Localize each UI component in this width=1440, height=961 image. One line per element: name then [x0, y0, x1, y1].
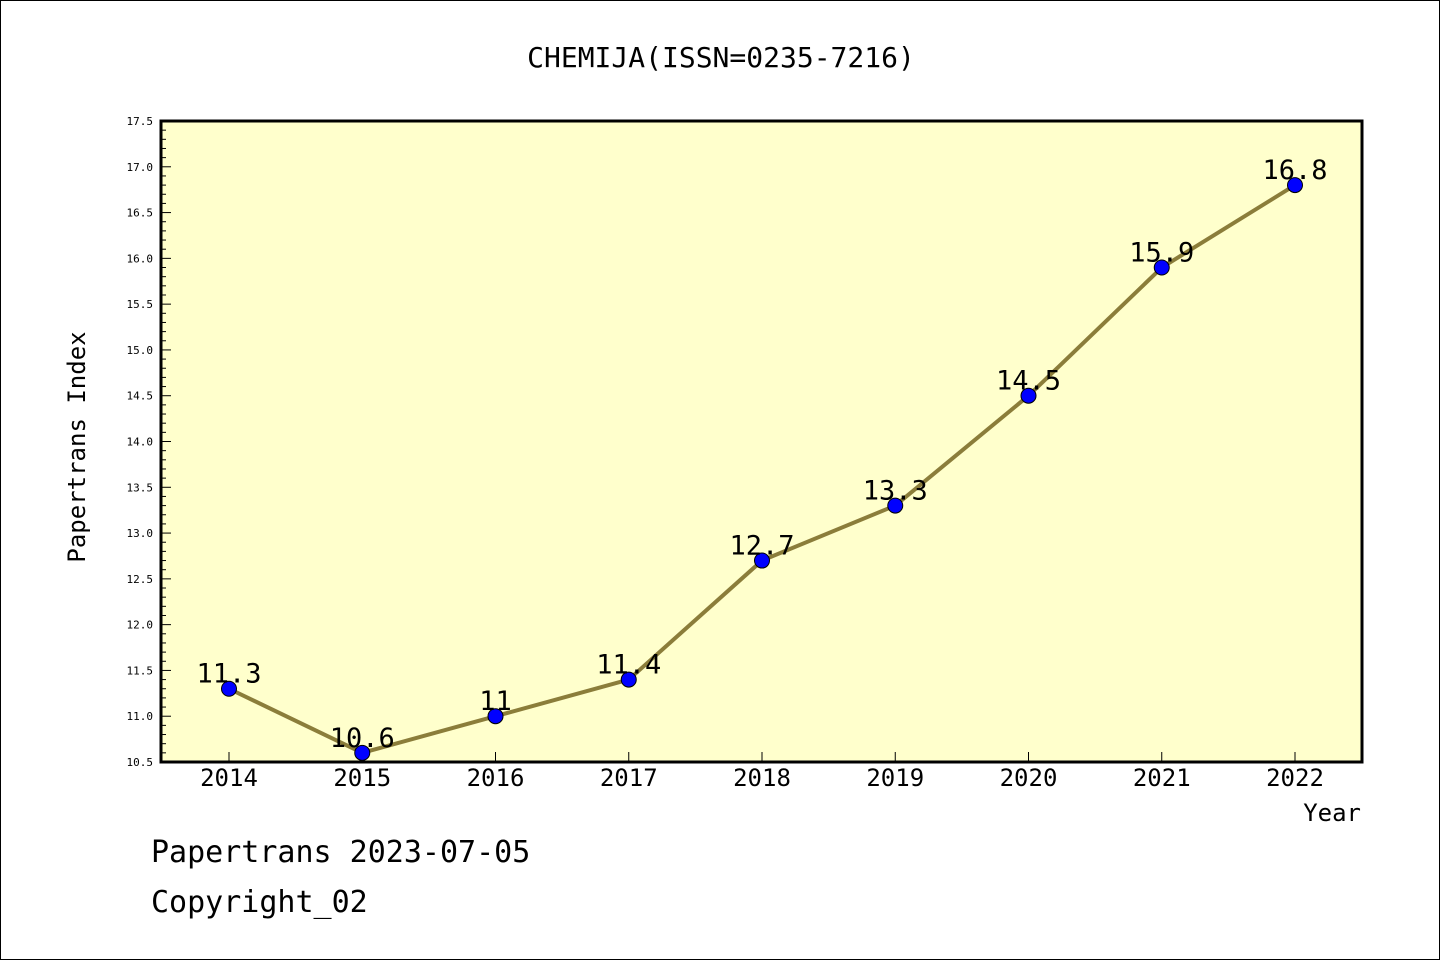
y-tick-label: 11.0 [127, 710, 154, 723]
y-tick-label: 11.5 [127, 664, 154, 677]
y-tick-label: 17.0 [127, 161, 154, 174]
x-tick-label: 2015 [333, 764, 391, 792]
x-tick-label: 2021 [1133, 764, 1191, 792]
y-tick-label: 10.5 [127, 756, 154, 769]
y-tick-label: 12.5 [127, 573, 154, 586]
copyright-text: Copyright_02 [151, 885, 368, 920]
x-axis-label: Year [1303, 799, 1361, 827]
data-label: 11.4 [596, 650, 661, 681]
data-label: 14.5 [996, 366, 1061, 397]
x-tick-label: 2019 [866, 764, 924, 792]
y-tick-label: 16.0 [127, 252, 154, 265]
y-tick-label: 16.5 [127, 207, 154, 220]
data-label: 15.9 [1129, 238, 1194, 269]
data-point [221, 680, 237, 697]
series-layer: 11.3 10.6 11 11.4 12.7 13.3 14.5 15.9 16.8 [196, 155, 1328, 761]
data-label: 11 [479, 686, 512, 717]
data-point [887, 497, 904, 514]
data-label: 10.6 [330, 723, 395, 754]
data-point [1020, 387, 1037, 404]
plot-border [159, 119, 1364, 764]
x-tick-label: 2014 [200, 764, 258, 792]
y-tick-label: 14.5 [127, 390, 154, 403]
x-tick-label: 2018 [733, 764, 791, 792]
x-tick-label: 2017 [600, 764, 658, 792]
y-tick-label: 15.5 [127, 298, 154, 311]
data-label: 16.8 [1262, 155, 1327, 186]
data-point [354, 744, 371, 761]
y-tick-label: 15.0 [127, 344, 154, 357]
data-point [754, 552, 770, 569]
y-tick-label: 14.0 [127, 436, 154, 449]
axis-ticks: 10.5 11.0 11.5 12.0 12.5 13.0 13.5 14.0 14.5 15.0… [127, 115, 1324, 792]
chart-title: CHEMIJA(ISSN=0235-7216) [527, 41, 915, 74]
x-tick-label: 2016 [467, 764, 525, 792]
x-tick-label: 2022 [1266, 764, 1324, 792]
y-tick-label: 17.5 [127, 115, 154, 128]
plot-area [161, 121, 1362, 762]
data-point [1153, 259, 1170, 276]
y-axis-label: Papertrans Index [63, 331, 91, 562]
y-tick-label: 12.0 [127, 619, 154, 632]
x-tick-label: 2020 [1000, 764, 1058, 792]
y-tick-label: 13.0 [127, 527, 154, 540]
data-point [487, 708, 504, 725]
data-point [620, 671, 637, 688]
data-point [1287, 177, 1303, 194]
source-date-text: Papertrans 2023-07-05 [151, 835, 531, 870]
data-label: 13.3 [863, 476, 928, 507]
y-tick-label: 13.5 [127, 481, 154, 494]
data-label: 12.7 [729, 531, 794, 562]
data-label: 11.3 [196, 659, 261, 690]
